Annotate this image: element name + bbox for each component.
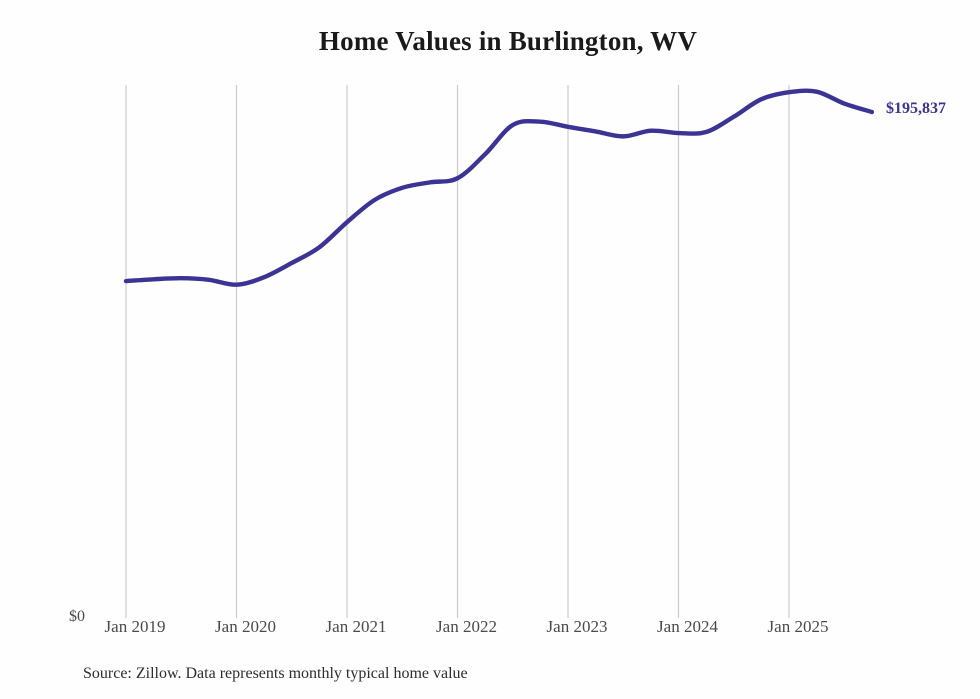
source-note: Source: Zillow. Data represents monthly … — [83, 665, 468, 682]
chart-title: Home Values in Burlington, WV — [318, 26, 698, 56]
value-line — [123, 88, 875, 287]
x-tick-jan-2023: Jan 2023 — [546, 617, 608, 636]
end-value-label: $195,837 — [886, 100, 946, 117]
x-tick-jan-2022: Jan 2022 — [436, 617, 497, 636]
x-tick-jan-2019: Jan 2019 — [104, 617, 166, 636]
x-tick-jan-2020: Jan 2020 — [215, 617, 276, 636]
x-tick-jan-2024: Jan 2024 — [657, 617, 718, 636]
x-tick-jan-2021: Jan 2021 — [325, 617, 387, 636]
gridlines-group — [125, 85, 790, 618]
y-axis-zero-label: $0 — [69, 608, 85, 625]
x-tick-jan-2025: Jan 2025 — [767, 617, 829, 636]
